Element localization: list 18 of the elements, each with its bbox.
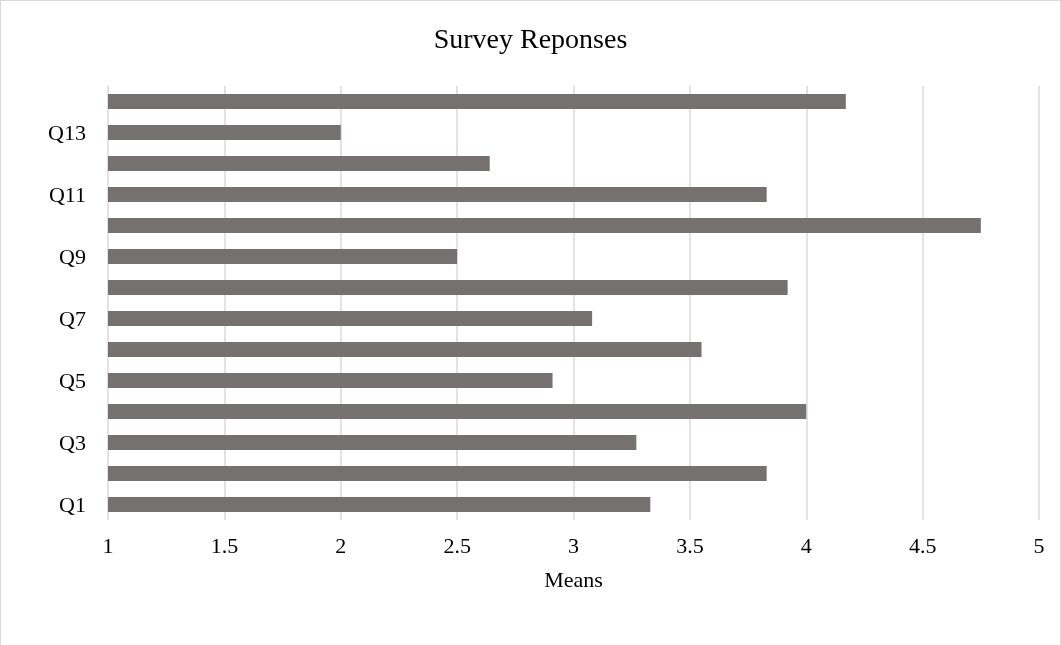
x-axis-title: Means xyxy=(544,566,603,592)
y-tick-label: Q13 xyxy=(48,120,86,145)
y-tick-label: Q11 xyxy=(48,182,86,207)
chart-title: Survey Reponses xyxy=(433,22,628,54)
x-tick-label: 2 xyxy=(335,532,347,558)
x-tick-label: 4 xyxy=(800,532,812,558)
y-tick-label: Q9 xyxy=(59,244,86,269)
y-tick-label: Q3 xyxy=(59,430,86,455)
y-tick-label: Q5 xyxy=(59,368,86,393)
x-tick-label: 1 xyxy=(102,532,114,558)
x-tick-label: 5 xyxy=(1033,532,1045,558)
x-tick-label: 3.5 xyxy=(676,532,704,558)
x-tick-label: 3 xyxy=(568,532,579,558)
x-tick-label: 2.5 xyxy=(443,532,471,558)
y-tick-label: Q7 xyxy=(59,306,86,331)
x-tick-label: 4.5 xyxy=(908,532,937,558)
x-tick-label: 1.5 xyxy=(210,532,239,558)
y-tick-label: Q1 xyxy=(59,492,86,517)
